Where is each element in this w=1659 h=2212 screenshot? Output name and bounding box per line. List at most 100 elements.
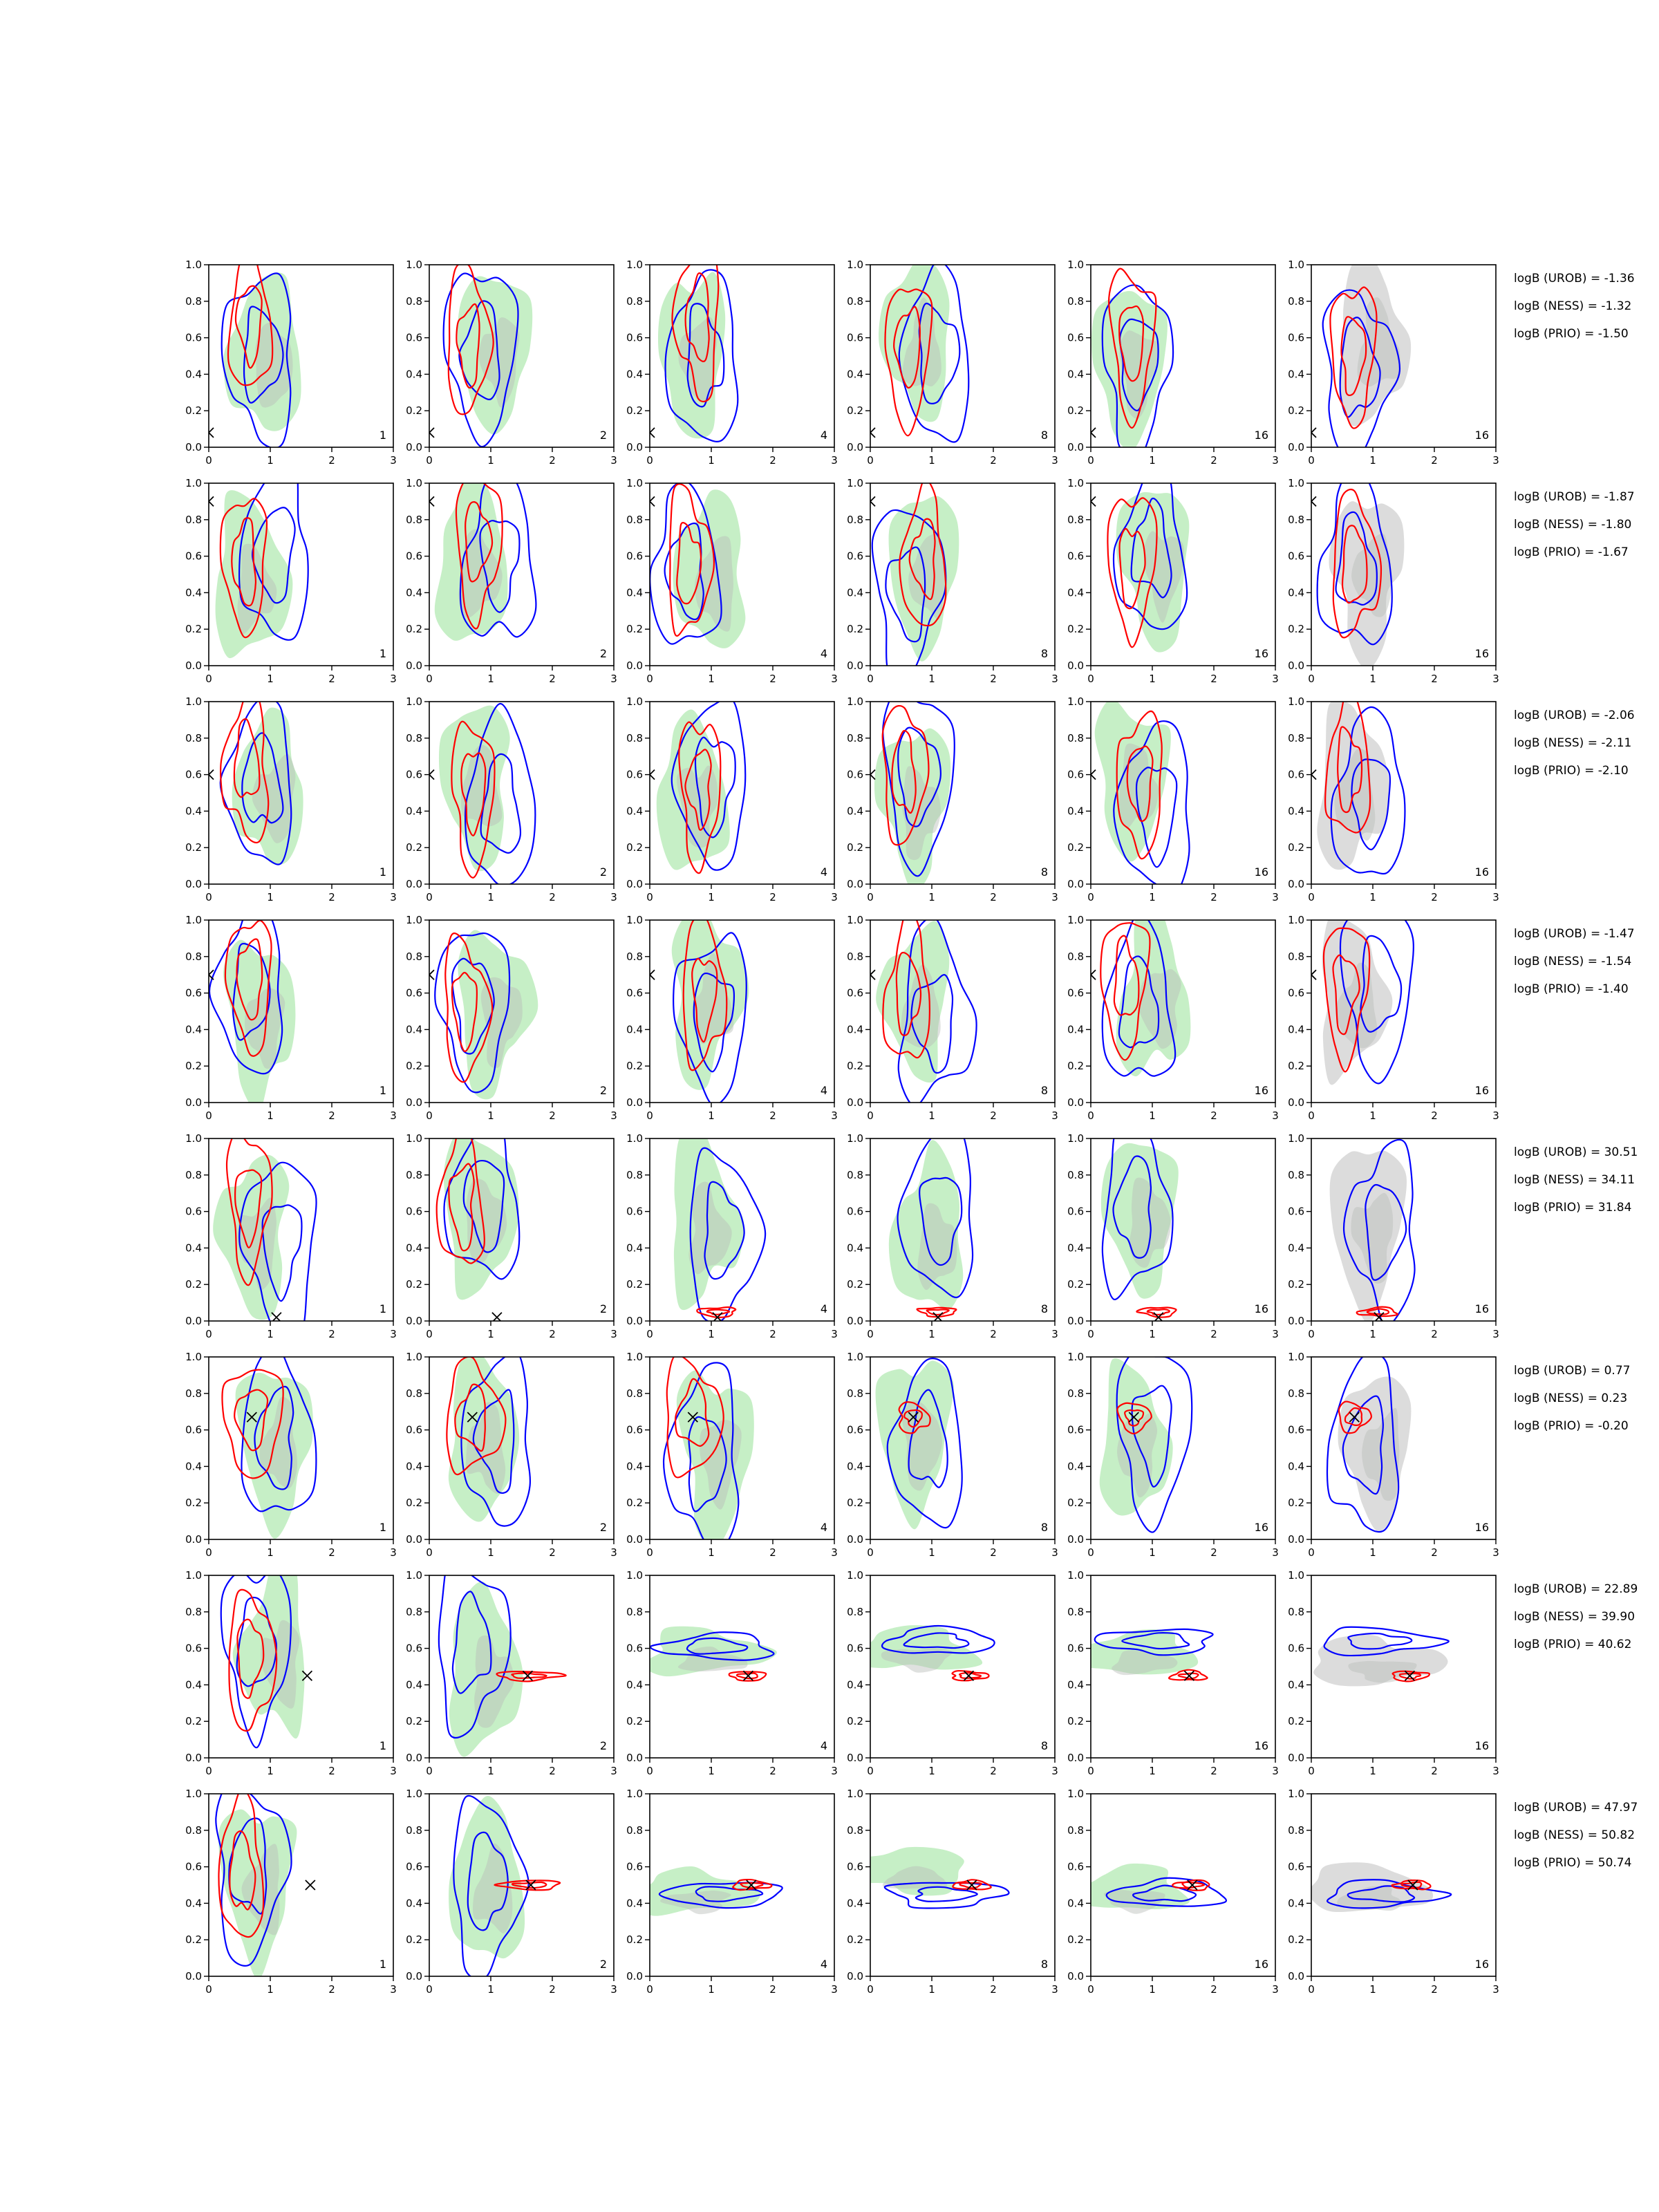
series-a-contour-inner bbox=[231, 517, 257, 607]
panel-r1-c2: 0 1 2 30.00.20.40.60.81.02 bbox=[406, 259, 617, 467]
series-b-contour-outer bbox=[443, 1138, 521, 1280]
y-tick-label: 0.8 bbox=[847, 1169, 863, 1181]
series-a-contour-outer bbox=[444, 932, 494, 1083]
panel-label: 16 bbox=[1475, 1084, 1489, 1097]
density-fill bbox=[458, 930, 538, 1100]
y-tick-label: 0.4 bbox=[406, 586, 422, 599]
y-tick-label: 0.4 bbox=[1288, 1460, 1304, 1472]
series-b-contour-inner bbox=[915, 1886, 978, 1902]
x-tick-label: 0 bbox=[867, 891, 874, 903]
x-tick-label: 1 bbox=[928, 1983, 935, 1996]
x-tick-label: 1 bbox=[1149, 1983, 1156, 1996]
y-tick-label: 0.8 bbox=[185, 1824, 202, 1837]
x-tick-label: 2 bbox=[1210, 1109, 1217, 1122]
truth-marker bbox=[301, 1670, 313, 1681]
x-tick-label: 0 bbox=[1087, 1546, 1094, 1559]
y-tick-label: 1.0 bbox=[1288, 1788, 1304, 1800]
y-tick-label: 0.0 bbox=[847, 1533, 863, 1546]
x-tick-label: 3 bbox=[1272, 1328, 1279, 1340]
truth-marker bbox=[246, 1412, 257, 1423]
density-fill-core bbox=[917, 1203, 957, 1291]
panel-label: 2 bbox=[600, 1084, 607, 1097]
y-tick-label: 0.6 bbox=[847, 1206, 863, 1218]
density-fill bbox=[650, 1626, 777, 1677]
panel-label: 2 bbox=[600, 429, 607, 442]
panel-label: 16 bbox=[1255, 865, 1268, 879]
y-tick-label: 0.4 bbox=[1288, 586, 1304, 599]
density-fill bbox=[650, 1866, 760, 1916]
x-tick-label: 3 bbox=[1051, 1328, 1058, 1340]
y-tick-label: 1.0 bbox=[1288, 259, 1304, 271]
panel-contours bbox=[1311, 483, 1405, 666]
density-fill-core bbox=[902, 766, 941, 861]
truth-marker bbox=[746, 1880, 757, 1891]
panel-label: 2 bbox=[600, 1302, 607, 1315]
y-tick-label: 0.0 bbox=[626, 1096, 643, 1109]
series-a-contour-outer bbox=[1391, 1670, 1431, 1683]
panel-contours bbox=[650, 920, 749, 1103]
y-tick-label: 0.0 bbox=[185, 1533, 202, 1546]
panel-r6-c2: 0 1 2 30.00.20.40.60.81.02 bbox=[406, 1351, 617, 1559]
series-b-contour-outer bbox=[1342, 1138, 1416, 1321]
x-tick-label: 3 bbox=[610, 1983, 617, 1996]
series-b-contour-outer bbox=[1326, 1357, 1400, 1533]
y-tick-label: 1.0 bbox=[847, 1788, 863, 1800]
x-tick-label: 1 bbox=[1369, 673, 1376, 685]
truth-marker bbox=[1407, 1880, 1418, 1891]
series-a-contour-outer bbox=[732, 1878, 773, 1891]
x-tick-label: 2 bbox=[328, 1328, 335, 1340]
panel-r5-c6: 0 1 2 3 0.0 0.2 0.4 0.6 0.8 1.0 16 bbox=[1288, 1132, 1499, 1340]
panel-frame bbox=[649, 1138, 835, 1322]
y-tick-label: 1.0 bbox=[626, 1351, 643, 1363]
y-tick-label: 0.4 bbox=[406, 1897, 422, 1909]
series-b-contour-outer bbox=[438, 1575, 512, 1738]
series-b-contour-inner bbox=[1131, 1385, 1172, 1488]
series-a-contour-outer bbox=[1329, 286, 1378, 429]
y-tick-label: 0.2 bbox=[626, 1933, 643, 1946]
panel-r1-c5: 0 1 2 3 0.0 0.2 0.4 0.6 0.8 1.0 16 bbox=[1067, 259, 1279, 467]
panel-r7-c6: 0 1 2 3 0.0 0.2 0.4 0.6 0.8 1.0 16 bbox=[1288, 1569, 1499, 1777]
y-tick-label: 0.0 bbox=[847, 878, 863, 890]
panel-contours bbox=[429, 483, 537, 641]
y-tick-label: 0.4 bbox=[1288, 1678, 1304, 1691]
y-tick-label: 1.0 bbox=[847, 477, 863, 489]
y-tick-label: 0.0 bbox=[1288, 1970, 1304, 1983]
y-tick-label: 0.8 bbox=[626, 1169, 643, 1181]
x-tick-label: 0 bbox=[1308, 1328, 1315, 1340]
y-tick-label: 0.4 bbox=[626, 1023, 643, 1035]
series-b-contour-inner bbox=[254, 1385, 294, 1490]
panel-label: 8 bbox=[1041, 1302, 1048, 1315]
series-a-contour-inner bbox=[1332, 954, 1360, 1035]
y-tick-label: 0.8 bbox=[1288, 950, 1304, 963]
series-b-contour-outer bbox=[1339, 920, 1414, 1085]
series-a-contour-inner bbox=[895, 951, 922, 1036]
panel-frame bbox=[429, 1575, 615, 1759]
series-b-contour-outer bbox=[1116, 1357, 1193, 1533]
density-fill bbox=[1091, 1863, 1190, 1909]
y-tick-label: 0.8 bbox=[626, 732, 643, 744]
panel-r8-c3: 0 1 2 3 0.0 0.2 0.4 0.6 0.8 1.0 4 bbox=[626, 1788, 838, 1996]
panel-contours bbox=[1311, 265, 1412, 447]
panel-label: 16 bbox=[1255, 1958, 1268, 1971]
panel-label: 1 bbox=[379, 865, 386, 879]
series-a-contour-outer bbox=[451, 720, 496, 879]
y-tick-label: 1.0 bbox=[1067, 477, 1084, 489]
panel-contours bbox=[209, 265, 301, 447]
y-tick-label: 0.0 bbox=[1067, 1315, 1084, 1327]
y-tick-label: 0.8 bbox=[1067, 514, 1084, 526]
panel-label: 4 bbox=[821, 647, 827, 660]
y-tick-label: 0.2 bbox=[185, 1278, 202, 1291]
truth-marker bbox=[870, 496, 876, 507]
panel-frame bbox=[429, 482, 615, 666]
series-b-contour-inner bbox=[228, 1817, 268, 1915]
y-tick-label: 0.0 bbox=[406, 1315, 422, 1327]
panel-label: 4 bbox=[821, 1958, 827, 1971]
truth-marker bbox=[870, 427, 876, 438]
y-tick-label: 0.6 bbox=[1288, 550, 1304, 563]
x-tick-label: 3 bbox=[1272, 1546, 1279, 1559]
logb-prio: logB (PRIO) = -1.40 bbox=[1514, 982, 1629, 996]
x-tick-label: 2 bbox=[769, 1109, 776, 1122]
logb-group-r6: logB (UROB) = 0.77 logB (NESS) = 0.23 logB… bbox=[1514, 1364, 1630, 1433]
density-fill-core bbox=[241, 1844, 280, 1936]
x-tick-label: 1 bbox=[267, 1983, 274, 1996]
